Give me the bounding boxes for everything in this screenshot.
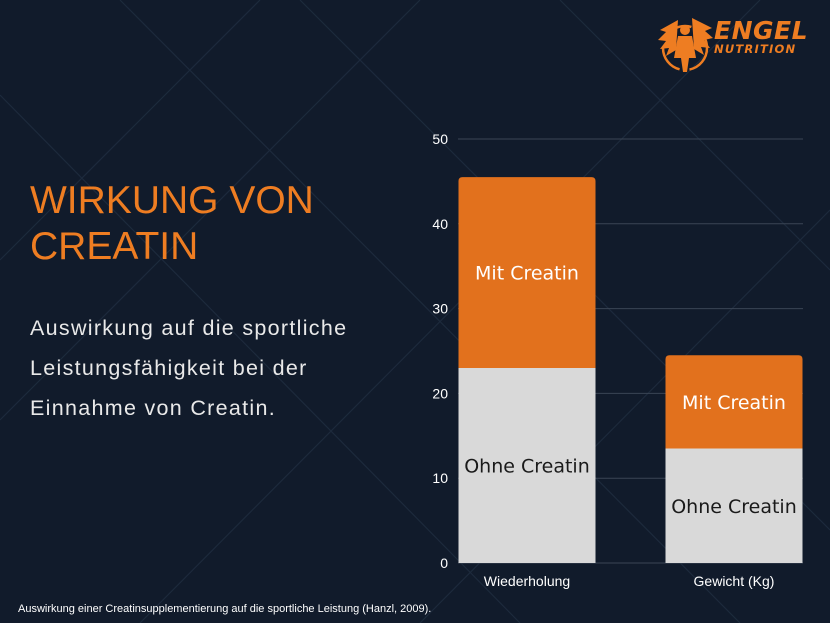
bar-segment-label: Ohne Creatin <box>464 455 590 477</box>
x-category-label: Wiederholung <box>484 573 570 589</box>
y-tick-label: 20 <box>432 385 448 401</box>
y-tick-label: 40 <box>432 216 448 232</box>
brand-name: ENGEL <box>714 16 809 45</box>
page-title: WIRKUNG VON CREATIN <box>30 179 314 268</box>
bar-segment <box>458 177 596 368</box>
bar-segment <box>665 448 803 563</box>
y-tick-label: 0 <box>440 555 448 571</box>
bar-segment <box>458 367 596 563</box>
brand-logo: ENGEL NUTRITION <box>656 14 816 76</box>
source-caption: Auswirkung einer Creatinsupplementierung… <box>18 603 432 615</box>
bar-segment-label: Mit Creatin <box>682 392 786 414</box>
angel-emblem-icon <box>658 18 713 72</box>
x-category-label: Gewicht (Kg) <box>694 573 775 589</box>
bar-segment-label: Mit Creatin <box>475 263 579 285</box>
bar-segment <box>665 355 803 449</box>
brand-tagline: NUTRITION <box>714 42 797 56</box>
page-subtitle: Auswirkung auf die sportliche Leistungsf… <box>30 316 348 420</box>
y-tick-label: 50 <box>432 131 448 147</box>
bar-segment-label: Ohne Creatin <box>671 496 797 518</box>
y-tick-label: 30 <box>432 301 448 317</box>
y-tick-label: 10 <box>432 470 448 486</box>
